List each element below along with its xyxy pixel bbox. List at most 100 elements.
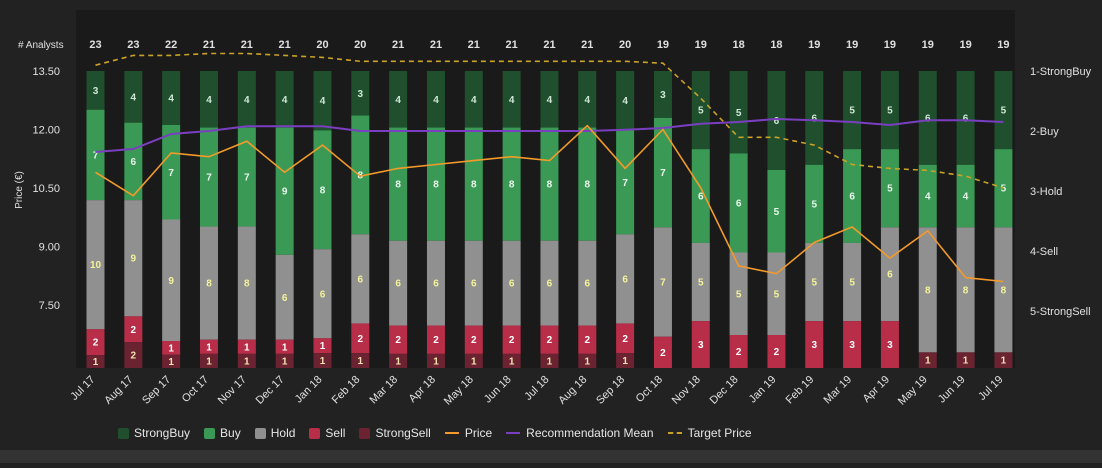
bar-segment-hold <box>86 200 105 330</box>
bar-segment-strongbuy <box>540 71 559 128</box>
bar-segment-strongbuy <box>843 71 862 150</box>
analysts-axis-label: # Analysts <box>18 40 64 51</box>
analyst-count: 23 <box>89 39 101 51</box>
bar-label-sell: 1 <box>282 342 288 353</box>
analyst-count: 21 <box>543 39 555 51</box>
bar-label-strongsell: 1 <box>963 356 969 367</box>
x-tick-label: Jun 18 <box>482 374 514 406</box>
bar-segment-hold <box>616 234 635 324</box>
legend-item-hold[interactable]: Hold <box>254 426 295 440</box>
bar-segment-strongsell <box>578 353 597 368</box>
bar-segment-sell <box>237 339 256 354</box>
analyst-count: 21 <box>279 39 291 51</box>
bar-segment-buy <box>843 149 862 243</box>
bar-label-strongsell: 1 <box>93 357 99 368</box>
bar-label-hold: 8 <box>925 285 931 296</box>
bar-label-sell: 3 <box>849 340 855 351</box>
bar-segment-strongbuy <box>351 71 370 116</box>
bar-label-hold: 5 <box>811 278 817 289</box>
analyst-count: 21 <box>468 39 480 51</box>
bar-segment-strongbuy <box>464 71 483 128</box>
bar-label-sell: 2 <box>585 335 591 346</box>
bar-label-buy: 8 <box>547 180 553 191</box>
legend-item-buy[interactable]: Buy <box>204 426 241 440</box>
bar-label-buy: 7 <box>660 168 666 179</box>
legend-item-strongbuy[interactable]: StrongBuy <box>118 426 190 440</box>
legend-item-target-price[interactable]: Target Price <box>667 426 752 440</box>
x-tick-label: Aug 17 <box>102 374 135 407</box>
bar-label-hold: 9 <box>131 254 137 265</box>
bar-segment-strongbuy <box>918 71 937 165</box>
bar-label-strongsell: 1 <box>282 356 288 367</box>
bar-segment-buy <box>767 170 786 253</box>
bar-label-hold: 5 <box>698 278 704 289</box>
bar-segment-buy <box>805 164 824 243</box>
legend-item-strongsell[interactable]: StrongSell <box>359 426 431 440</box>
bar-segment-sell <box>426 325 445 354</box>
bar-segment-sell <box>616 323 635 354</box>
bar-segment-strongbuy <box>389 71 408 128</box>
bar-label-strongbuy: 4 <box>131 92 137 103</box>
bar-segment-strongsell <box>540 353 559 368</box>
y-tick-label: 13.50 <box>32 66 60 78</box>
analyst-count: 19 <box>922 39 934 51</box>
bar-segment-buy <box>994 149 1013 228</box>
bar-segment-buy <box>199 127 218 227</box>
bar-label-strongsell: 1 <box>509 356 515 367</box>
bar-segment-buy <box>918 164 937 228</box>
bar-label-buy: 7 <box>168 168 174 179</box>
legend-swatch-strongsell <box>359 427 371 439</box>
legend-label-price: Price <box>464 426 493 440</box>
bar-label-strongsell: 1 <box>547 356 553 367</box>
legend-item-sell[interactable]: Sell <box>309 426 345 440</box>
bar-label-strongbuy: 4 <box>509 95 515 106</box>
bar-segment-buy <box>426 127 445 241</box>
bar-label-sell: 1 <box>206 342 212 353</box>
bar-label-strongbuy: 4 <box>622 96 628 107</box>
legend-line-price <box>444 432 459 434</box>
x-tick-label: Nov 18 <box>670 374 703 407</box>
bar-label-hold: 6 <box>433 279 439 290</box>
bar-label-strongbuy: 5 <box>698 106 704 117</box>
bar-segment-sell <box>464 325 483 354</box>
bar-label-buy: 8 <box>320 185 326 196</box>
bar-segment-sell <box>540 325 559 354</box>
x-tick-label: Apr 18 <box>407 374 438 405</box>
bar-segment-strongsell <box>162 354 181 368</box>
bar-segment-hold <box>275 254 294 340</box>
legend-label-strongbuy: StrongBuy <box>134 426 191 440</box>
bar-label-strongbuy: 3 <box>93 86 99 97</box>
bar-segment-buy <box>389 127 408 241</box>
bar-label-sell: 2 <box>774 347 780 358</box>
bar-label-strongsell: 1 <box>622 356 628 367</box>
bar-label-sell: 2 <box>433 335 439 346</box>
bar-segment-sell <box>275 339 294 354</box>
legend-item-price[interactable]: Price <box>444 426 493 440</box>
bar-label-strongbuy: 4 <box>395 95 401 106</box>
target-price-line <box>95 52 1004 189</box>
bar-label-sell: 3 <box>698 340 704 351</box>
bar-label-hold: 6 <box>358 274 364 285</box>
bar-label-hold: 6 <box>622 274 628 285</box>
bar-segment-hold <box>426 240 445 326</box>
analyst-count: 22 <box>165 39 177 51</box>
bar-label-hold: 10 <box>90 260 102 271</box>
bar-label-buy: 9 <box>282 187 288 198</box>
legend-item-rec-mean[interactable]: Recommendation Mean <box>506 426 654 440</box>
bar-segment-hold <box>653 227 672 337</box>
bar-segment-hold <box>464 240 483 326</box>
bar-segment-buy <box>351 115 370 235</box>
legend-swatch-buy <box>204 427 216 439</box>
bar-segment-strongsell <box>313 353 332 368</box>
bar-segment-strongbuy <box>616 71 635 131</box>
bar-segment-strongbuy <box>124 71 143 123</box>
bar-segment-buy <box>237 127 256 227</box>
x-tick-label: Dec 18 <box>708 374 741 407</box>
bar-segment-strongbuy <box>880 71 899 150</box>
bar-segment-sell <box>502 325 521 354</box>
x-tick-label: Feb 18 <box>330 374 363 407</box>
legend-swatch-strongbuy <box>118 427 129 439</box>
x-tick-label: Sep 17 <box>140 374 173 407</box>
